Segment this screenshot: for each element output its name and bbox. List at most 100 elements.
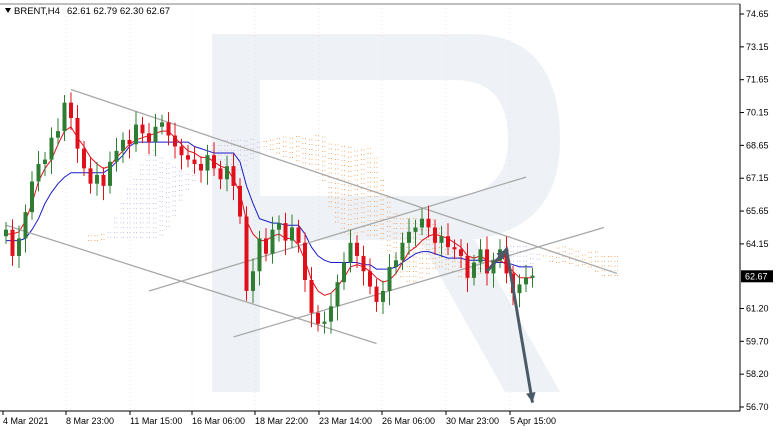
candle-body xyxy=(88,168,93,184)
y-tick-label: 65.65 xyxy=(746,206,769,216)
candle-body xyxy=(238,185,242,217)
candle-body xyxy=(10,229,15,256)
current-price-label: 62.67 xyxy=(745,271,768,281)
candle-body xyxy=(127,139,132,145)
collapse-triangle-icon[interactable] xyxy=(5,8,11,13)
candle-body xyxy=(290,227,294,241)
candle-body xyxy=(348,242,353,263)
current-price-marker: 62.67 xyxy=(741,270,773,283)
x-tick-label: 18 Mar 22:00 xyxy=(255,416,308,426)
candle-body xyxy=(244,216,249,291)
candle-body xyxy=(186,155,190,160)
candle-body xyxy=(270,229,275,254)
candle-body xyxy=(160,122,164,127)
candle-body xyxy=(30,181,34,213)
candle-body xyxy=(251,271,255,291)
candle-body xyxy=(17,238,21,256)
candle-body xyxy=(134,124,138,145)
candle-body xyxy=(426,218,431,228)
y-tick-label: 67.15 xyxy=(746,173,769,183)
ohlc-values: 62.61 62.79 62.30 62.67 xyxy=(67,6,170,17)
candle-body xyxy=(517,284,522,294)
candle-body xyxy=(504,249,509,274)
candle-body xyxy=(179,146,184,156)
candle-body xyxy=(485,249,489,274)
candle-body xyxy=(62,102,67,132)
trend-line xyxy=(233,226,605,338)
chart-header: BRENT,H4 62.61 62.79 62.30 62.67 xyxy=(5,6,170,17)
watermark-leg xyxy=(420,240,560,392)
candle-body xyxy=(212,155,216,169)
x-tick-label: 11 Mar 15:00 xyxy=(130,416,182,426)
y-tick-label: 58.20 xyxy=(746,369,769,379)
trend-line xyxy=(5,224,377,345)
candle-body xyxy=(368,271,372,287)
candle-body xyxy=(277,223,281,230)
candle-body xyxy=(108,161,112,186)
candle-body xyxy=(472,262,476,278)
candle-body xyxy=(4,229,8,237)
candle-body xyxy=(121,139,125,151)
candle-body xyxy=(361,255,366,272)
candle-body xyxy=(413,227,418,232)
candle-body xyxy=(433,227,437,243)
candle-body xyxy=(69,102,73,118)
x-tick-label: 23 Mar 14:00 xyxy=(319,416,372,426)
watermark-bowl xyxy=(260,34,560,240)
candle-body xyxy=(478,249,483,263)
candle-body xyxy=(329,306,333,322)
candle-body xyxy=(524,277,528,285)
y-tick-label: 64.15 xyxy=(746,239,769,249)
candle-body xyxy=(374,286,379,302)
forecast-arrow xyxy=(485,246,536,403)
candle-body xyxy=(95,174,99,184)
x-tick-label: 16 Mar 06:00 xyxy=(192,416,245,426)
candle-body xyxy=(218,168,223,180)
y-tick-label: 59.70 xyxy=(746,336,769,346)
candle-body xyxy=(446,236,450,248)
candle-body xyxy=(342,262,346,283)
candle-body xyxy=(381,290,385,302)
candle-body xyxy=(147,133,151,143)
y-tick-label: 68.65 xyxy=(746,140,769,150)
indicator-lines xyxy=(6,126,533,296)
trend-lines xyxy=(5,88,618,345)
symbol-label: BRENT,H4 xyxy=(14,6,60,17)
candle-body xyxy=(316,312,320,324)
candle-body xyxy=(166,122,171,136)
candle-body xyxy=(199,163,203,171)
candle-body xyxy=(205,155,210,171)
x-tick-label: 8 Mar 23:00 xyxy=(66,416,114,426)
x-tick-label: 4 Mar 2021 xyxy=(3,416,49,426)
candle-body xyxy=(56,131,60,138)
candle-body xyxy=(153,126,158,143)
watermark-stem xyxy=(212,34,260,392)
current-price-box xyxy=(741,270,773,283)
x-tick-label: 5 Apr 15:00 xyxy=(510,416,556,426)
candle-body xyxy=(140,124,145,134)
y-axis: 74.65 73.15 71.65 70.15 68.65 67.15 65.65 64.15… xyxy=(740,9,769,412)
candle-body xyxy=(303,242,307,281)
candle-body xyxy=(173,135,177,147)
candles xyxy=(4,92,535,334)
forecast-arrowhead-up xyxy=(496,249,507,260)
candle-body xyxy=(452,247,457,250)
candle-body xyxy=(394,260,398,267)
forecast-arrowhead-down xyxy=(526,392,536,403)
candle-body xyxy=(49,137,54,160)
y-tick-label: 74.65 xyxy=(746,9,769,19)
candle-body xyxy=(459,249,463,256)
candle-body xyxy=(75,117,80,149)
candle-body xyxy=(322,321,327,324)
y-tick-label: 73.15 xyxy=(746,42,769,52)
candle-body xyxy=(225,166,229,180)
candle-body xyxy=(530,275,535,278)
trend-line xyxy=(148,176,527,292)
x-tick-label: 26 Mar 06:00 xyxy=(382,416,435,426)
y-tick-label: 61.20 xyxy=(746,303,769,313)
candle-body xyxy=(82,148,86,169)
candle-body xyxy=(257,238,262,272)
candle-body xyxy=(465,255,470,278)
candle-body xyxy=(387,266,392,291)
